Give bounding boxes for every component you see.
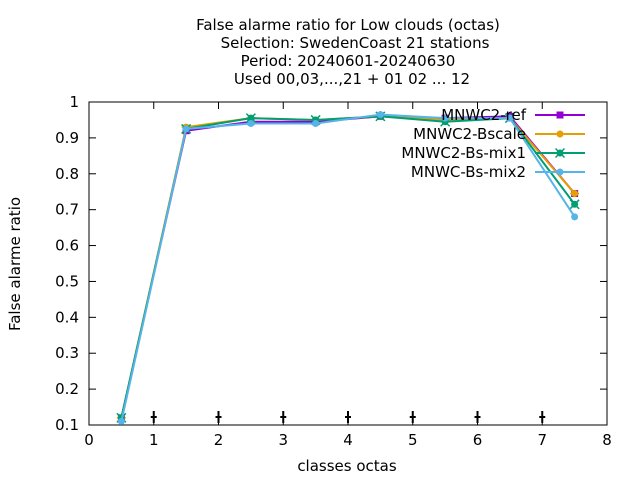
x-tick-label: 4 (343, 431, 353, 449)
y-tick-label: 0.5 (55, 272, 79, 290)
point-shape (312, 120, 320, 128)
point-shape (571, 213, 579, 221)
y-tick-label: 0.9 (55, 129, 79, 147)
point-shape (556, 111, 564, 119)
point (441, 114, 449, 122)
legend-entry: MNWC2-Bs-mix1 (401, 144, 585, 162)
x-tick-label: 0 (84, 431, 94, 449)
baseline-marker (345, 411, 351, 423)
legend-label: MNWC2-Bscale (413, 125, 526, 143)
plot-frame (88, 101, 608, 426)
legend-label: MNWC-Bs-mix2 (411, 163, 526, 181)
point (245, 113, 256, 124)
x-tick-label: 1 (149, 431, 159, 449)
point (556, 168, 564, 176)
legend: MNWC2-refMNWC2-BscaleMNWC2-Bs-mix1MNWC-B… (401, 106, 585, 181)
y-tick-label: 1 (69, 93, 79, 111)
point-shape-diag (245, 113, 256, 124)
point-shape (506, 114, 514, 122)
x-tick-label: 3 (278, 431, 288, 449)
axis-tick-labels: 0 1 2 3 4 5 6 7 8 0.1 0.2 0.3 0.4 0.5 0.6 0.7 0.8 0.9 1 (55, 93, 612, 449)
y-tick-label: 0.3 (55, 344, 79, 362)
baseline-marker (215, 411, 222, 423)
legend-entry: MNWC2-Bscale (413, 125, 585, 143)
baseline-marker (150, 411, 157, 423)
title-line-4: Used 00,03,...,21 + 01 02 ... 12 (234, 70, 470, 88)
x-tick-label: 5 (408, 431, 418, 449)
legend-label: MNWC2-ref (441, 106, 526, 124)
point (182, 125, 190, 133)
point-shape (247, 120, 255, 128)
point (570, 190, 580, 198)
title-line-1: False alarme ratio for Low clouds (octas… (196, 16, 500, 34)
x-tick-label: 7 (537, 431, 547, 449)
chart-title: False alarme ratio for Low clouds (octas… (196, 16, 500, 88)
baseline-marker (280, 411, 287, 423)
point (554, 147, 566, 159)
series-line (120, 113, 576, 422)
x-axis-label: classes octas (297, 457, 397, 475)
y-tick-label: 0.7 (55, 201, 79, 219)
point (312, 120, 320, 128)
point-shape (376, 111, 384, 119)
point-shape (441, 114, 449, 122)
point (569, 199, 580, 210)
point-shape-diag (554, 147, 566, 159)
point-shape (117, 417, 125, 425)
y-tick-label: 0.8 (55, 165, 79, 183)
y-axis-label: False alarme ratio (6, 197, 24, 331)
point (117, 417, 125, 425)
point-shape-diag (569, 199, 580, 210)
legend-label: MNWC2-Bs-mix1 (401, 144, 526, 162)
y-tick-label: 0.2 (55, 380, 79, 398)
y-tick-label: 0.1 (55, 416, 79, 434)
baseline-marker (539, 411, 546, 423)
legend-entry: MNWC2-ref (441, 106, 585, 124)
y-tick-label: 0.4 (55, 308, 79, 326)
baseline-markers (150, 411, 546, 423)
plot-area (88, 101, 608, 426)
series-layer (116, 111, 580, 425)
point (555, 130, 565, 138)
point (247, 120, 255, 128)
point-shape (556, 168, 564, 176)
series-mnwc-bs-mix2 (117, 111, 579, 425)
point (571, 213, 579, 221)
point (506, 114, 514, 122)
legend-entry: MNWC-Bs-mix2 (411, 163, 585, 181)
axis-ticks (88, 101, 608, 426)
x-tick-label: 2 (214, 431, 224, 449)
point (376, 111, 384, 119)
title-line-2: Selection: SwedenCoast 21 stations (221, 34, 490, 52)
point-shape (182, 125, 190, 133)
baseline-marker (409, 411, 416, 423)
x-tick-label: 6 (473, 431, 483, 449)
baseline-marker (474, 411, 481, 423)
title-line-3: Period: 20240601-20240630 (241, 52, 456, 70)
y-tick-label: 0.6 (55, 237, 79, 255)
x-tick-label: 8 (602, 431, 612, 449)
point (556, 111, 564, 119)
